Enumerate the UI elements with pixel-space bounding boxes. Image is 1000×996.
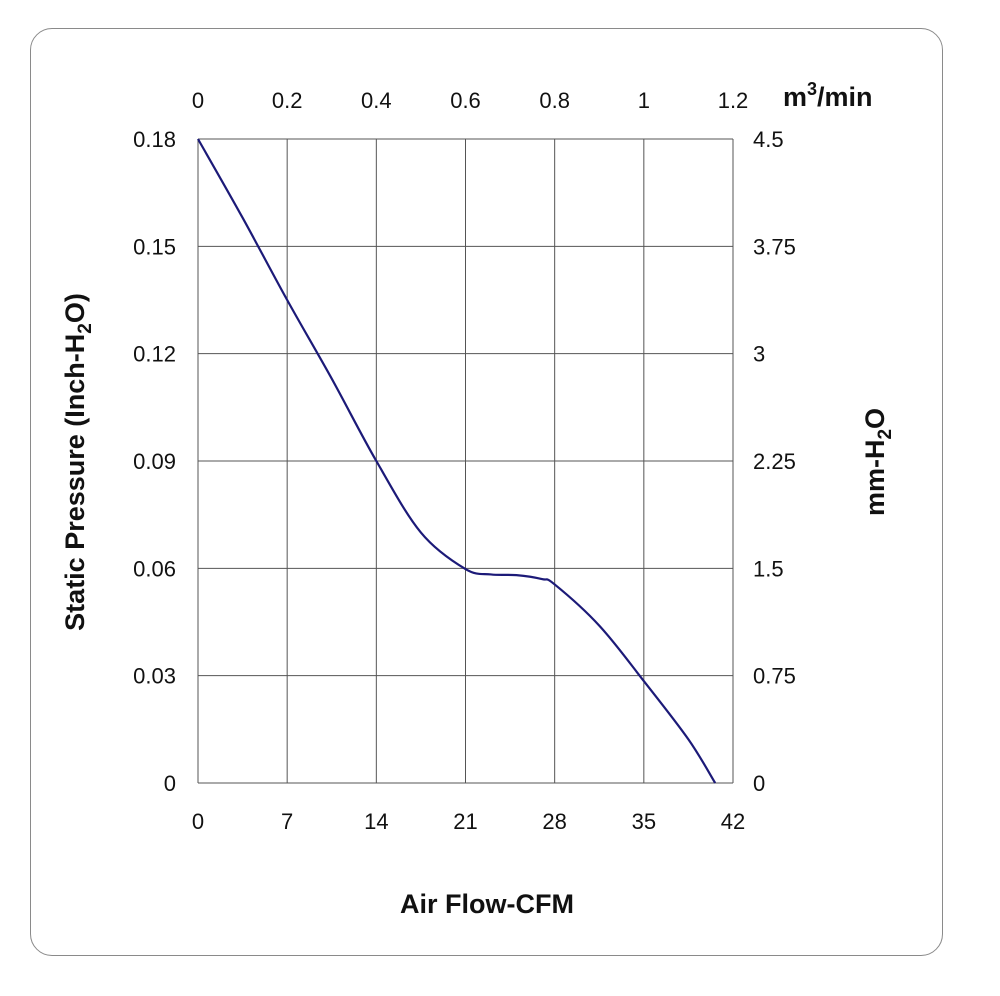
grid (197, 138, 734, 784)
chart-frame (30, 28, 943, 956)
y2-tick-label: 3 (753, 342, 765, 367)
y-tick-label: 0.15 (133, 234, 176, 259)
x2-tick-label: 0 (192, 88, 204, 113)
y2-axis-title: mm-H2O (860, 408, 896, 516)
y-tick-label: 0.09 (133, 449, 176, 474)
y2-axis-title-rest: O (860, 408, 890, 429)
y2-tick-label: 3.75 (753, 234, 796, 259)
y-axis-title: Static Pressure (Inch-H2O) (60, 293, 96, 631)
y2-axis-title-sub: 2 (875, 429, 896, 440)
x-tick-label: 42 (721, 809, 745, 834)
x2-tick-label: 1 (638, 88, 650, 113)
x2-tick-label: 0.2 (272, 88, 303, 113)
x-tick-label: 28 (542, 809, 566, 834)
series-layer (197, 138, 717, 784)
y-tick-label: 0.03 (133, 664, 176, 689)
y2-tick-label: 1.5 (753, 556, 784, 581)
y-axis-title-sub: 2 (75, 323, 96, 334)
x2-axis-title-base: m (783, 82, 807, 112)
y2-tick-label: 2.25 (753, 449, 796, 474)
y-axis-title-base: Static Pressure (Inch-H (60, 334, 90, 631)
x2-tick-label: 0.6 (450, 88, 481, 113)
x2-tick-label: 1.2 (718, 88, 749, 113)
y-axis-title-rest: O) (60, 293, 90, 323)
x-tick-label: 35 (632, 809, 656, 834)
y2-tick-label: 0.75 (753, 664, 796, 689)
x-tick-label: 21 (453, 809, 477, 834)
x2-tick-label: 0.4 (361, 88, 392, 113)
x-tick-label: 14 (364, 809, 388, 834)
pq-curve (197, 138, 717, 784)
tick-labels: 0 7 14 21 28 35 42 0 0.2 0.4 0.6 0.8 1 1.2 0 0.03 0.06 0.… (133, 88, 796, 834)
x2-axis-title-sup: 3 (807, 79, 817, 99)
x2-tick-label: 0.8 (539, 88, 570, 113)
y-tick-label: 0.06 (133, 556, 176, 581)
y2-tick-label: 4.5 (753, 127, 784, 152)
x-tick-label: 0 (192, 809, 204, 834)
y-tick-label: 0 (164, 771, 176, 796)
y2-tick-label: 0 (753, 771, 765, 796)
x2-axis-title-rest: /min (817, 82, 873, 112)
x-axis-title: Air Flow-CFM (400, 889, 574, 919)
y-tick-label: 0.18 (133, 127, 176, 152)
y-tick-label: 0.12 (133, 342, 176, 367)
x2-axis-title: m3/min (783, 79, 873, 112)
y2-axis-title-base: mm-H (860, 440, 890, 517)
x-tick-label: 7 (281, 809, 293, 834)
